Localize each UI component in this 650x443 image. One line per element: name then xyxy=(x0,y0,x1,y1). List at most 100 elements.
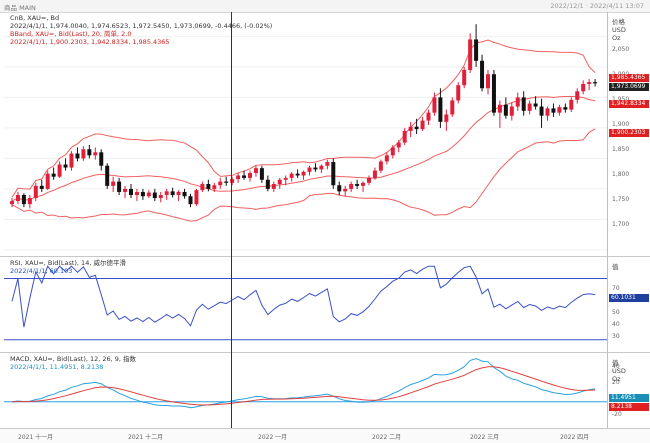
price-legend-line-1: CnB, XAU=, Bd xyxy=(10,14,60,22)
rsi-axis[interactable]: 值 70 60 50 40 30 60.1031 xyxy=(608,257,650,352)
candle-body xyxy=(283,177,288,180)
candle-body xyxy=(349,184,354,189)
rsi-tick: 30 xyxy=(612,333,620,340)
candle-body xyxy=(242,175,247,178)
rsi-plot-area[interactable] xyxy=(4,257,608,352)
candle-body xyxy=(295,173,300,176)
macd-axis-title: 值 USD Oz xyxy=(612,359,626,383)
candle-body xyxy=(15,195,20,202)
candle-body xyxy=(129,188,133,195)
candle-body xyxy=(188,196,193,205)
macd-plot-area[interactable] xyxy=(4,353,608,428)
bollinger-lower-line xyxy=(11,128,596,222)
macd-panel[interactable]: MACD, XAU=, Bid(Last), 12, 26, 9, 指数 202… xyxy=(0,353,650,428)
candle-body xyxy=(69,153,74,168)
candle-body xyxy=(307,167,312,172)
macd-tick: -20 xyxy=(612,411,622,418)
candle-body xyxy=(111,181,116,186)
price-panel[interactable]: CnB, XAU=, Bd 2022/4/1/1, 1,974.0040, 1,… xyxy=(0,12,650,256)
macd-line xyxy=(11,358,596,409)
candle-body xyxy=(271,184,276,189)
price-plot-area[interactable] xyxy=(4,12,608,256)
signal-value-tag: 8.2138 xyxy=(609,403,649,411)
price-axis[interactable]: 价格 USD Oz 2,050 2,000 1,950 1,900 1,850 … xyxy=(608,12,650,256)
rsi-tick: 50 xyxy=(612,309,620,316)
window-timestamp: 2022/12/1 · 2022/4/11 13:07 xyxy=(550,2,644,10)
macd-tick: 40 xyxy=(612,363,620,370)
candle-body xyxy=(63,164,68,168)
candle-body xyxy=(503,104,508,116)
macd-legend: MACD, XAU=, Bid(Last), 12, 26, 9, 指数 202… xyxy=(10,355,136,371)
date-axis[interactable]: 2021 十一月 2021 十二月 2022 一月 2022 二月 2022 三… xyxy=(0,428,650,443)
candle-body xyxy=(87,149,92,156)
candle-body xyxy=(384,155,389,162)
mid-band-tag: 1,942.8334 xyxy=(609,100,649,108)
price-legend-line-3: BBand, XAU=, Bid(Last), 20, 简单, 2.0 xyxy=(10,30,132,38)
rsi-panel[interactable]: RSI, XAU=, Bid(Last), 14, 威尔德平滑 2022/4/1… xyxy=(0,257,650,352)
candle-body xyxy=(146,192,151,197)
candle-body xyxy=(456,85,461,101)
candle-body xyxy=(402,130,407,143)
candle-body xyxy=(236,175,241,180)
candle-body xyxy=(593,82,598,84)
date-label: 2021 十一月 xyxy=(18,434,54,441)
candle-body xyxy=(361,182,366,186)
price-axis-title: 价格 USD Oz xyxy=(612,18,626,42)
panel-divider[interactable] xyxy=(0,352,650,353)
candle-body xyxy=(539,106,544,116)
candle-body xyxy=(152,192,157,199)
candle-body xyxy=(343,188,348,192)
candle-body xyxy=(277,179,282,185)
macd-value-tag: 11.4951 xyxy=(609,394,649,402)
candle-body xyxy=(551,108,556,113)
macd-axis[interactable]: 值 USD Oz 40 20 0 -20 11.4951 8.2138 xyxy=(608,353,650,428)
candle-body xyxy=(497,104,502,113)
date-label: 2022 一月 xyxy=(258,434,288,441)
candle-body xyxy=(581,83,586,92)
candle-body xyxy=(81,149,86,159)
candle-body xyxy=(420,120,425,130)
price-tick: 1,750 xyxy=(612,196,630,203)
candle-body xyxy=(93,152,98,156)
candle-body xyxy=(515,97,520,107)
rsi-legend: RSI, XAU=, Bid(Last), 14, 威尔德平滑 2022/4/1… xyxy=(10,259,126,275)
panel-divider[interactable] xyxy=(0,256,650,257)
candle-body xyxy=(396,142,401,148)
candle-body xyxy=(140,191,145,197)
candle-body xyxy=(123,188,128,192)
rsi-value-tag: 60.1031 xyxy=(609,294,649,302)
candle-body xyxy=(21,195,26,205)
candle-body xyxy=(253,168,258,174)
price-legend-line-4: 2022/4/1/1, 1,900.2303, 1,942.8334, 1,98… xyxy=(10,38,170,46)
candle-body xyxy=(57,164,62,177)
candle-body xyxy=(27,198,32,205)
candle-body xyxy=(521,97,526,111)
candle-body xyxy=(105,165,110,186)
candle-body xyxy=(355,184,360,186)
price-tick: 1,700 xyxy=(612,221,630,228)
last-price-tag: 1,973.0699 xyxy=(609,83,649,91)
crosshair-cursor-line[interactable] xyxy=(231,12,232,428)
candle-body xyxy=(206,184,211,189)
candle-body xyxy=(563,107,568,110)
candle-body xyxy=(194,190,199,205)
candle-body xyxy=(212,185,217,189)
candle-body xyxy=(378,161,383,171)
candle-body xyxy=(224,181,229,183)
upper-band-tag: 1,985.4365 xyxy=(609,74,649,82)
candle-body xyxy=(164,191,169,195)
window-topbar: 商品 MAIN 2022/12/1 · 2022/4/11 13:07 xyxy=(0,0,650,13)
rsi-tick: 70 xyxy=(612,285,620,292)
candle-body xyxy=(414,126,419,130)
macd-legend-line-1: MACD, XAU=, Bid(Last), 12, 26, 9, 指数 xyxy=(10,355,137,363)
candle-body xyxy=(491,74,496,113)
candle-body xyxy=(325,162,330,166)
candle-body xyxy=(337,185,342,192)
candle-body xyxy=(331,162,336,186)
candle-body xyxy=(265,179,270,189)
candle-body xyxy=(10,201,14,205)
candle-body xyxy=(117,181,122,192)
candle-body xyxy=(450,100,455,115)
rsi-line xyxy=(11,265,596,328)
candle-body xyxy=(319,165,324,170)
